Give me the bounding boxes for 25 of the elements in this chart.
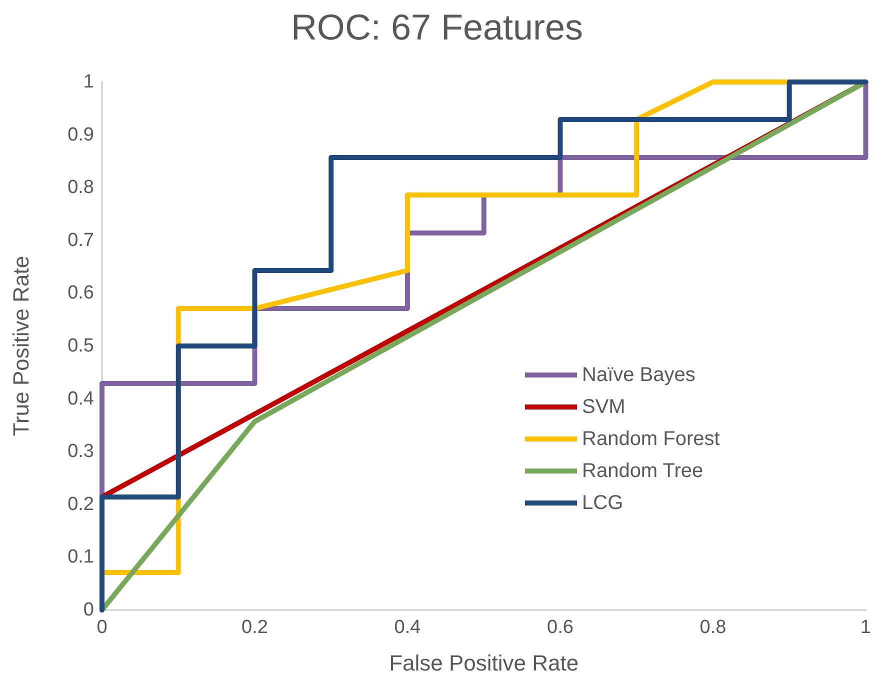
chart-title: ROC: 67 Features: [290, 6, 584, 48]
y-tick-label: 0.4: [68, 388, 94, 410]
y-tick-label: 0: [83, 600, 94, 620]
legend-label: Random Forest: [582, 428, 720, 450]
y-tick-label: 0.6: [68, 282, 94, 304]
y-tick-label: 0.5: [68, 336, 94, 356]
y-axis-title: True Positive Rate: [8, 256, 34, 436]
y-tick-label: 0.8: [68, 177, 94, 198]
x-tick-label: 0.8: [700, 617, 726, 638]
legend-label: Naïve Bayes: [582, 364, 696, 386]
y-tick-label: 0.3: [68, 441, 94, 462]
x-tick-label: 1: [860, 617, 872, 638]
x-tick-label: 0: [96, 617, 108, 638]
y-tick-label: 0.2: [68, 494, 94, 515]
legend-label: Random Tree: [582, 460, 704, 482]
x-tick-label: 0.6: [547, 617, 574, 638]
y-tick-label: 0.7: [68, 230, 94, 251]
legend-label: LCG: [582, 492, 624, 514]
x-tick-label: 0.4: [394, 617, 422, 638]
y-tick-label: 0.9: [68, 124, 94, 146]
y-tick-label: 0.1: [68, 546, 94, 568]
legend-label: SVM: [582, 396, 626, 418]
x-tick-label: 0.2: [242, 617, 268, 638]
x-axis-title: False Positive Rate: [389, 650, 579, 676]
y-tick-label: 1: [83, 72, 94, 92]
